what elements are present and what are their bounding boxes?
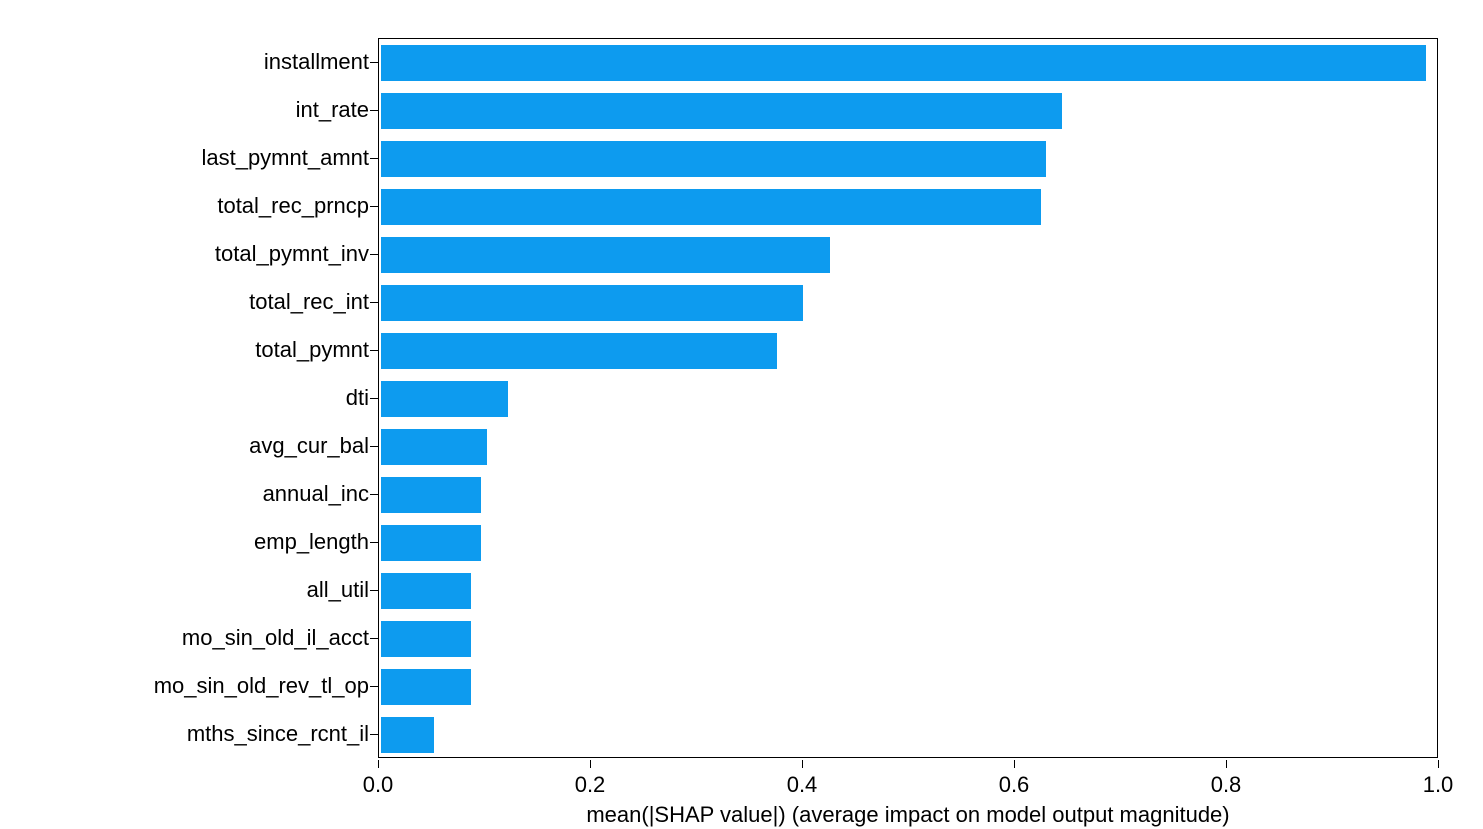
x-tick-label: 0.0 [363,772,394,798]
shap-summary-chart: installment int_rate last_pymnt_amnt total_… [0,20,1483,829]
bar [381,93,1062,129]
y-axis-label: annual_inc [263,481,369,507]
x-tick-label: 0.8 [1211,772,1242,798]
bar-row [379,93,1437,129]
bar [381,573,471,609]
bar-row [379,333,1437,369]
bar [381,477,481,513]
bar [381,525,481,561]
bar-row [379,141,1437,177]
y-axis-label: mo_sin_old_il_acct [182,625,369,651]
bar-row [379,381,1437,417]
bar [381,333,777,369]
bar [381,237,830,273]
y-axis-label: all_util [307,577,369,603]
x-tick [802,760,803,768]
y-axis-label: avg_cur_bal [249,433,369,459]
x-tick-label: 0.6 [999,772,1030,798]
x-tick [378,760,379,768]
y-tick [370,254,378,255]
bar [381,621,471,657]
y-axis-label: emp_length [254,529,369,555]
bar [381,189,1041,225]
y-tick [370,494,378,495]
y-axis-label: total_pymnt [255,337,369,363]
bar-row [379,525,1437,561]
y-axis-label: mo_sin_old_rev_tl_op [154,673,369,699]
x-axis-title: mean(|SHAP value|) (average impact on mo… [378,802,1438,828]
y-axis-label: total_rec_int [249,289,369,315]
y-axis-label: last_pymnt_amnt [201,145,369,171]
x-tick [1226,760,1227,768]
y-axis-label: total_pymnt_inv [215,241,369,267]
y-tick [370,158,378,159]
y-tick [370,638,378,639]
bar [381,381,508,417]
y-tick [370,446,378,447]
y-tick [370,734,378,735]
x-tick [1438,760,1439,768]
bar-row [379,477,1437,513]
y-tick [370,686,378,687]
bar-row [379,237,1437,273]
bar [381,717,434,753]
y-tick [370,350,378,351]
bar-row [379,429,1437,465]
bar [381,669,471,705]
bar-row [379,717,1437,753]
x-tick-label: 0.2 [575,772,606,798]
y-axis-label: total_rec_prncp [217,193,369,219]
bars-wrapper [379,39,1437,757]
x-tick-label: 0.4 [787,772,818,798]
y-axis-label: int_rate [296,97,369,123]
bar-row [379,669,1437,705]
y-tick [370,398,378,399]
y-axis-label: dti [346,385,369,411]
y-tick [370,590,378,591]
bar-row [379,285,1437,321]
y-tick [370,62,378,63]
y-tick [370,206,378,207]
x-tick [590,760,591,768]
y-tick [370,302,378,303]
bar-row [379,573,1437,609]
bar [381,285,803,321]
bar [381,429,487,465]
bar [381,141,1046,177]
plot-area [378,38,1438,758]
bar [381,45,1426,81]
y-axis-label: installment [264,49,369,75]
x-tick-label: 1.0 [1423,772,1454,798]
bar-row [379,189,1437,225]
bar-row [379,621,1437,657]
bar-row [379,45,1437,81]
y-tick [370,110,378,111]
x-tick [1014,760,1015,768]
y-tick [370,542,378,543]
y-axis-label: mths_since_rcnt_il [187,721,369,747]
